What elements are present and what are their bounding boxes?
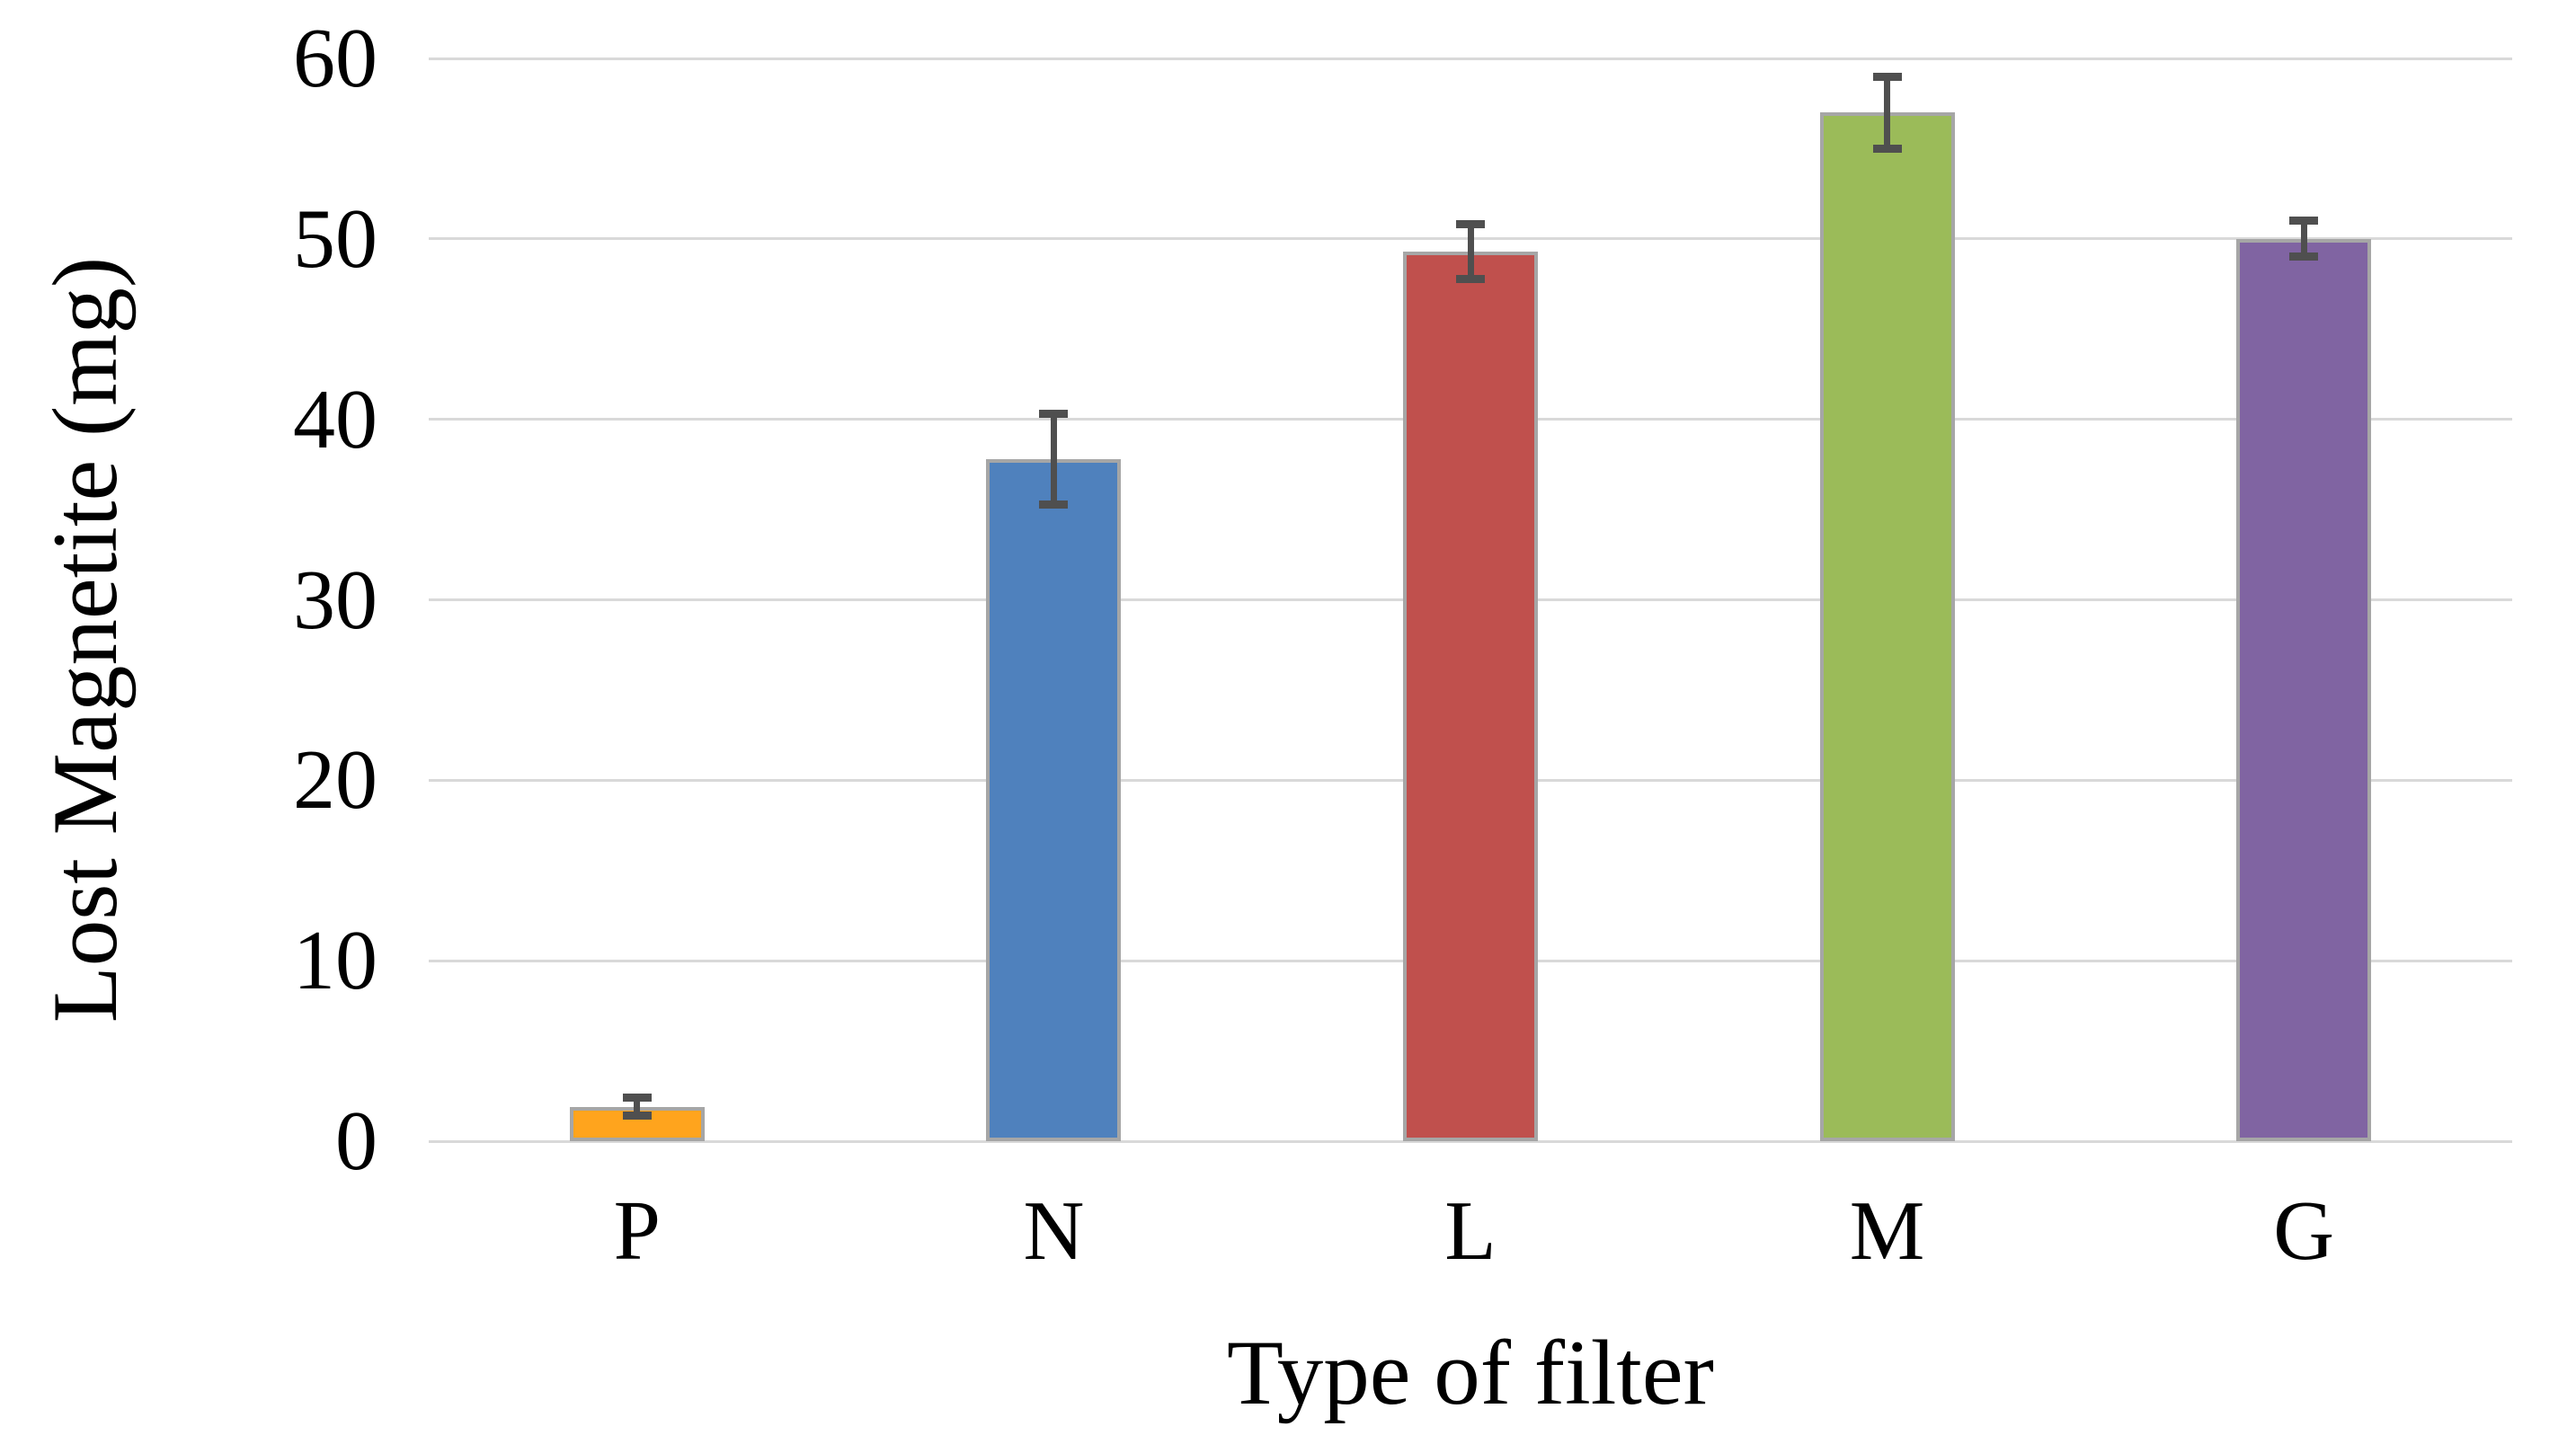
error-bar-cap-top-M bbox=[1872, 72, 1902, 81]
error-bar-cap-top-P bbox=[622, 1094, 652, 1103]
x-category-label-P: P bbox=[613, 1184, 661, 1278]
error-bar-cap-bottom-M bbox=[1872, 144, 1902, 153]
error-bar-cap-bottom-N bbox=[1039, 500, 1069, 509]
y-tick-label-40: 40 bbox=[293, 372, 378, 466]
error-bar-stem-G bbox=[2300, 220, 2307, 257]
bar-N bbox=[986, 458, 1122, 1141]
error-bar-cap-bottom-L bbox=[1456, 274, 1485, 283]
y-tick-label-30: 30 bbox=[293, 553, 378, 647]
x-category-label-M: M bbox=[1849, 1184, 1925, 1278]
y-tick-label-60: 60 bbox=[293, 12, 378, 105]
error-bar-cap-top-G bbox=[2289, 217, 2319, 226]
x-category-label-N: N bbox=[1023, 1184, 1085, 1278]
bar-G bbox=[2236, 238, 2372, 1141]
y-tick-label-20: 20 bbox=[293, 733, 378, 828]
error-bar-stem-P bbox=[634, 1097, 641, 1116]
error-bar-stem-M bbox=[1884, 76, 1891, 149]
error-bar-cap-top-L bbox=[1456, 220, 1485, 229]
y-tick-label-10: 10 bbox=[293, 914, 378, 1008]
gridline-y-60 bbox=[429, 57, 2512, 60]
error-bar-cap-bottom-P bbox=[622, 1112, 652, 1121]
bar-M bbox=[1819, 112, 1955, 1141]
error-bar-stem-L bbox=[1467, 224, 1474, 279]
x-axis-title: Type of filter bbox=[1227, 1322, 1714, 1424]
error-bar-cap-bottom-G bbox=[2289, 252, 2319, 261]
y-tick-label-0: 0 bbox=[335, 1094, 378, 1188]
error-bar-cap-top-N bbox=[1039, 410, 1069, 419]
y-tick-label-50: 50 bbox=[293, 191, 378, 286]
error-bar-stem-N bbox=[1050, 413, 1057, 505]
x-category-label-L: L bbox=[1444, 1184, 1497, 1278]
x-category-label-G: G bbox=[2273, 1184, 2335, 1278]
bar-L bbox=[1403, 251, 1538, 1141]
gridline-y-0 bbox=[429, 1139, 2512, 1143]
